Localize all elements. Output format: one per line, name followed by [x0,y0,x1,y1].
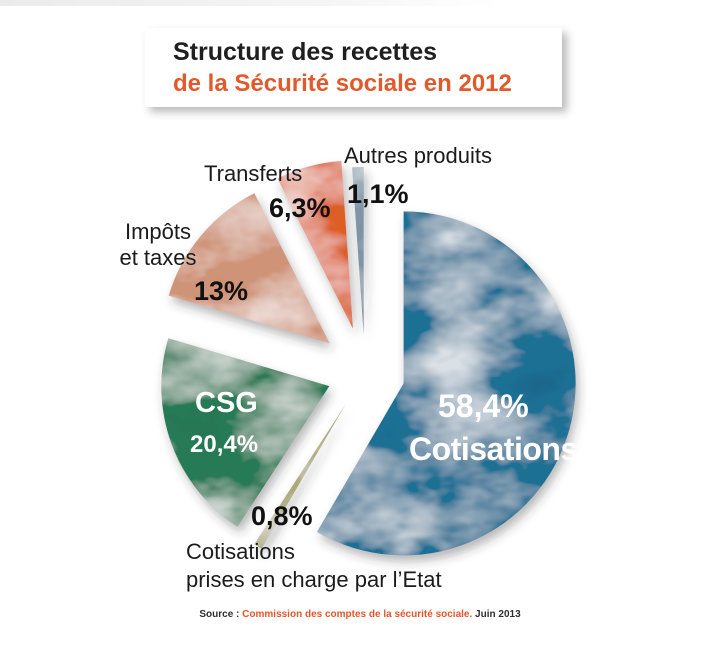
value-csg: 20,4% [190,431,259,458]
pie-slice-csg [161,338,330,527]
source-organisation: Commission des comptes de la sécurité so… [242,609,473,620]
source-prefix: Source : [199,609,243,620]
label-etat-line1: Cotisations [186,539,295,564]
value-cotisations: 58,4% [438,388,529,424]
label-autres-produits: Autres produits [344,143,492,168]
source-date: Juin 2013 [472,609,521,620]
label-cotisations-etat: Cotisations prises en charge par l’Etat [186,538,442,594]
value-transferts: 6,3% [269,193,331,223]
value-impots-et-taxes: 13% [194,276,249,306]
pie-slices [161,161,576,556]
pie-slice-cotisations [317,211,576,556]
label-cotisations: Cotisations [409,431,578,467]
label-etat-line2: prises en charge par l’Etat [186,567,442,592]
value-autres-produits: 1,1% [347,179,409,209]
pie-slice-impots [168,193,330,344]
label-impots-et-taxes: Impôts et taxes [110,219,206,271]
label-impots-line2: et taxes [119,245,197,270]
source-line: Source : Commission des comptes de la sé… [0,609,720,620]
title-card: Structure des recettes de la Sécurité so… [145,28,562,107]
label-csg: CSG [195,387,258,419]
pie-slice-transferts [277,161,353,329]
label-impots-line1: Impôts [124,219,192,244]
page-title: Structure des recettes [173,38,438,66]
label-transferts: Transferts [204,161,303,186]
value-cotisations-etat: 0,8% [251,501,313,531]
pie-slice-etat [254,403,347,549]
top-edge-strip [0,0,500,6]
page-subtitle: de la Sécurité sociale en 2012 [173,70,512,97]
pie-slice-autres [352,167,364,335]
